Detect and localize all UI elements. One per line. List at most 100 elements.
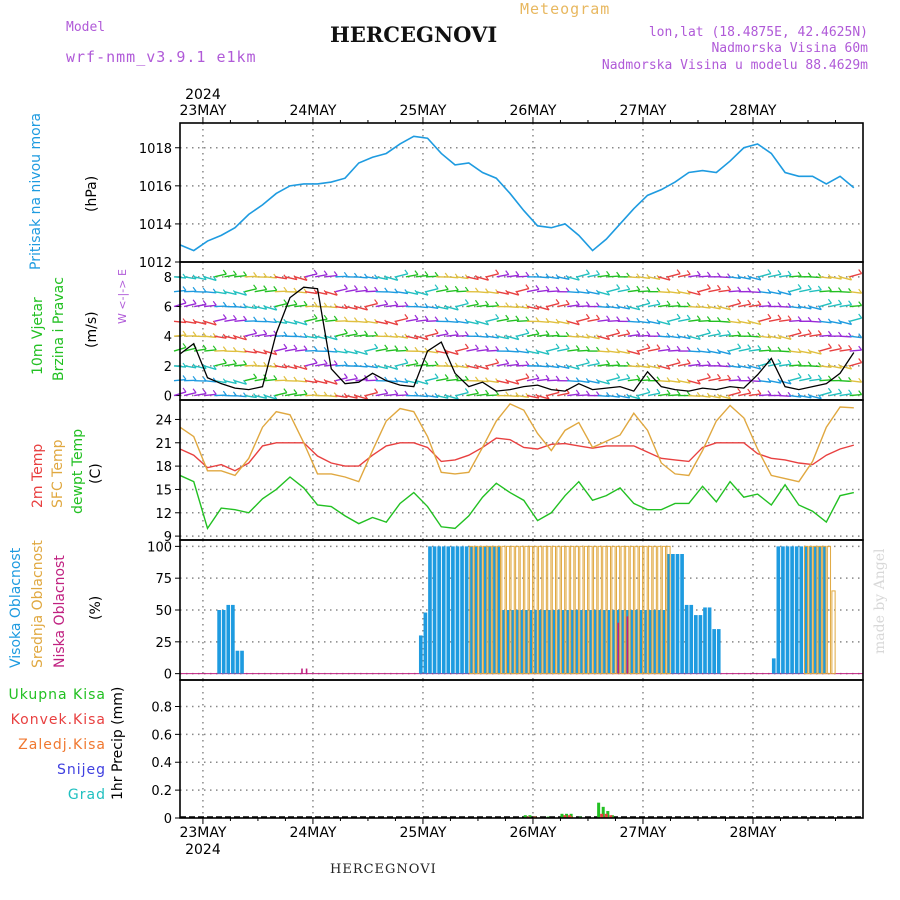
- wind-barb: [686, 314, 691, 320]
- wind-barb: [253, 284, 258, 290]
- wind-barb: [194, 392, 207, 397]
- wind-barb: [474, 299, 479, 305]
- wind-barb: [263, 329, 268, 335]
- mid-cloud-bar: [602, 545, 607, 675]
- wind-barb: [414, 314, 419, 320]
- wind-barb: [234, 319, 247, 323]
- wind-barb: [244, 377, 257, 382]
- wind-barb: [464, 343, 469, 349]
- high-cloud-bar: [231, 604, 235, 674]
- mid-cloud-bar: [473, 545, 479, 675]
- wind-barb: [698, 376, 711, 382]
- wind-barb: [789, 394, 802, 398]
- wind-barb: [526, 394, 540, 399]
- wind-barb: [234, 291, 247, 296]
- mid-cloud-bar: [634, 545, 639, 675]
- wind-barb: [283, 299, 288, 304]
- wind-barb: [385, 304, 398, 308]
- ytick-label: 15: [155, 483, 172, 498]
- wind-barb: [204, 320, 217, 326]
- wind-barb: [748, 320, 761, 326]
- wind-barb: [738, 392, 751, 397]
- wind-barb: [254, 394, 267, 399]
- wind-barb: [849, 272, 862, 278]
- wind-barb: [426, 320, 439, 323]
- wind-barb: [838, 299, 842, 305]
- wind-barb: [253, 316, 258, 322]
- wind-barb: [526, 350, 540, 355]
- wind-barb: [325, 335, 338, 341]
- wind-barb: [325, 380, 338, 385]
- wind-barb: [436, 394, 449, 399]
- wind-barb: [222, 358, 227, 364]
- wind-barb: [506, 291, 519, 296]
- wind-barb: [343, 360, 348, 366]
- ytick-label: 100: [147, 540, 172, 555]
- high-cloud-bar: [611, 610, 616, 674]
- wind-barb: [476, 276, 489, 281]
- wind-barb: [809, 378, 822, 382]
- wind-barb: [385, 276, 398, 281]
- wind-barb: [728, 276, 741, 280]
- wind-barb: [546, 302, 560, 308]
- mid-cloud-bar: [657, 545, 662, 675]
- wind-barb: [243, 271, 247, 276]
- wind-barb: [264, 334, 277, 337]
- wind-barb: [809, 350, 822, 355]
- wind-barb: [627, 289, 640, 293]
- wind-barb: [374, 375, 379, 381]
- wind-barb: [284, 348, 298, 352]
- wind-barb: [577, 380, 590, 384]
- wind-barb: [718, 320, 731, 323]
- wind-barb: [446, 305, 459, 311]
- wind-barb: [777, 346, 782, 352]
- wind-barb: [686, 346, 691, 352]
- station-title: HERCEGNOVI: [330, 22, 498, 47]
- wind-barb: [718, 276, 731, 279]
- wind-barb: [809, 394, 822, 400]
- wind-barb: [505, 270, 510, 275]
- wind-barb: [607, 287, 620, 293]
- conv-precip-bar: [609, 815, 613, 818]
- wind-barb: [637, 334, 650, 337]
- ytick-label: 18: [155, 460, 172, 475]
- altitude-label: Nadmorska Visina 60m: [711, 41, 868, 56]
- wind-barb: [758, 317, 772, 323]
- high-cloud-bar: [689, 604, 694, 674]
- mid-cloud-bar: [501, 545, 506, 675]
- wind-barb: [789, 364, 802, 367]
- mid-cloud-bar: [492, 545, 497, 675]
- wind-barb: [656, 376, 661, 382]
- wind-barb: [224, 335, 237, 340]
- wind-barb: [678, 380, 691, 384]
- wind-barb: [506, 394, 519, 398]
- wind-barb: [676, 301, 681, 307]
- wind-barb: [224, 380, 237, 385]
- wind-barb: [204, 276, 217, 282]
- wind-barb: [365, 379, 378, 382]
- wind-barb: [303, 389, 308, 395]
- panel-frame: [179, 679, 864, 819]
- wind-barb: [526, 377, 540, 382]
- wind-barb: [202, 300, 207, 305]
- total-precip-bar: [565, 813, 569, 818]
- wind-barb: [757, 320, 762, 325]
- wind-barb: [466, 392, 479, 397]
- wind-barb: [434, 284, 439, 290]
- high-cloud-bar: [794, 546, 799, 674]
- wind-barb: [404, 301, 409, 307]
- total-precip-bar: [606, 811, 610, 818]
- wind-barb: [567, 276, 580, 281]
- wind-barb: [385, 290, 398, 294]
- wind-barb: [706, 328, 711, 334]
- wind-barb: [405, 290, 419, 295]
- wind-barb: [547, 320, 560, 324]
- wind-barb: [626, 361, 631, 367]
- wind-barb: [343, 373, 348, 379]
- wind-barb: [464, 331, 469, 336]
- high-cloud-bar: [217, 610, 221, 674]
- wind-barb: [748, 348, 761, 352]
- high-cloud-bar: [634, 610, 639, 674]
- ytick-label: 1016: [139, 180, 172, 195]
- wind-barb: [224, 363, 237, 367]
